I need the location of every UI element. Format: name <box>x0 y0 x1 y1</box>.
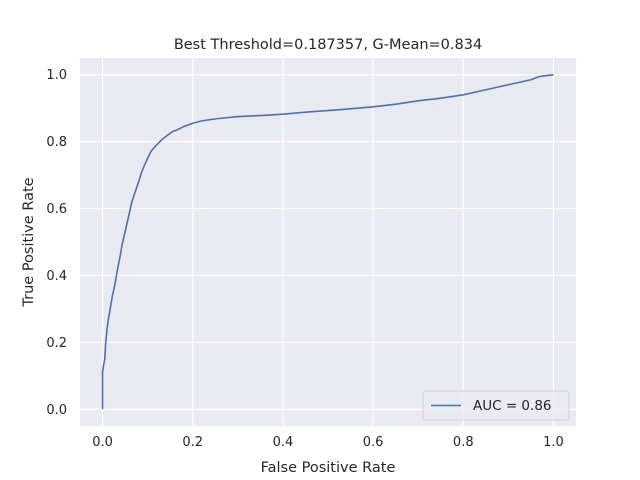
x-tick-label: 0.2 <box>182 435 203 450</box>
plot-area <box>80 58 576 426</box>
y-axis-label: True Positive Rate <box>21 177 37 307</box>
x-tick-label: 1.0 <box>543 435 564 450</box>
x-tick-label: 0.0 <box>92 435 113 450</box>
grid-lines <box>80 58 576 426</box>
legend-label: AUC = 0.86 <box>473 398 552 414</box>
chart-title: Best Threshold=0.187357, G-Mean=0.834 <box>174 37 482 53</box>
series-layer <box>101 73 554 410</box>
y-tick-label: 0.4 <box>46 269 67 284</box>
x-axis-label: False Positive Rate <box>261 460 396 476</box>
x-tick-label: 0.4 <box>273 435 294 450</box>
y-tick-label: 1.0 <box>46 68 67 83</box>
legend: AUC = 0.86 <box>422 390 570 421</box>
y-tick-label: 0.6 <box>46 202 67 217</box>
x-tick-label: 0.8 <box>453 435 474 450</box>
y-tick-label: 0.0 <box>46 403 67 418</box>
y-tick-label: 0.2 <box>46 336 67 351</box>
roc-curve-line <box>101 73 554 410</box>
tick-labels: 0.0 0.2 0.4 0.6 0.8 1.0 0.0 0.2 0.4 0.6 0.8 1.0 <box>46 68 563 450</box>
y-tick-label: 0.8 <box>46 135 67 150</box>
legend-box <box>422 390 570 421</box>
x-tick-label: 0.6 <box>363 435 384 450</box>
